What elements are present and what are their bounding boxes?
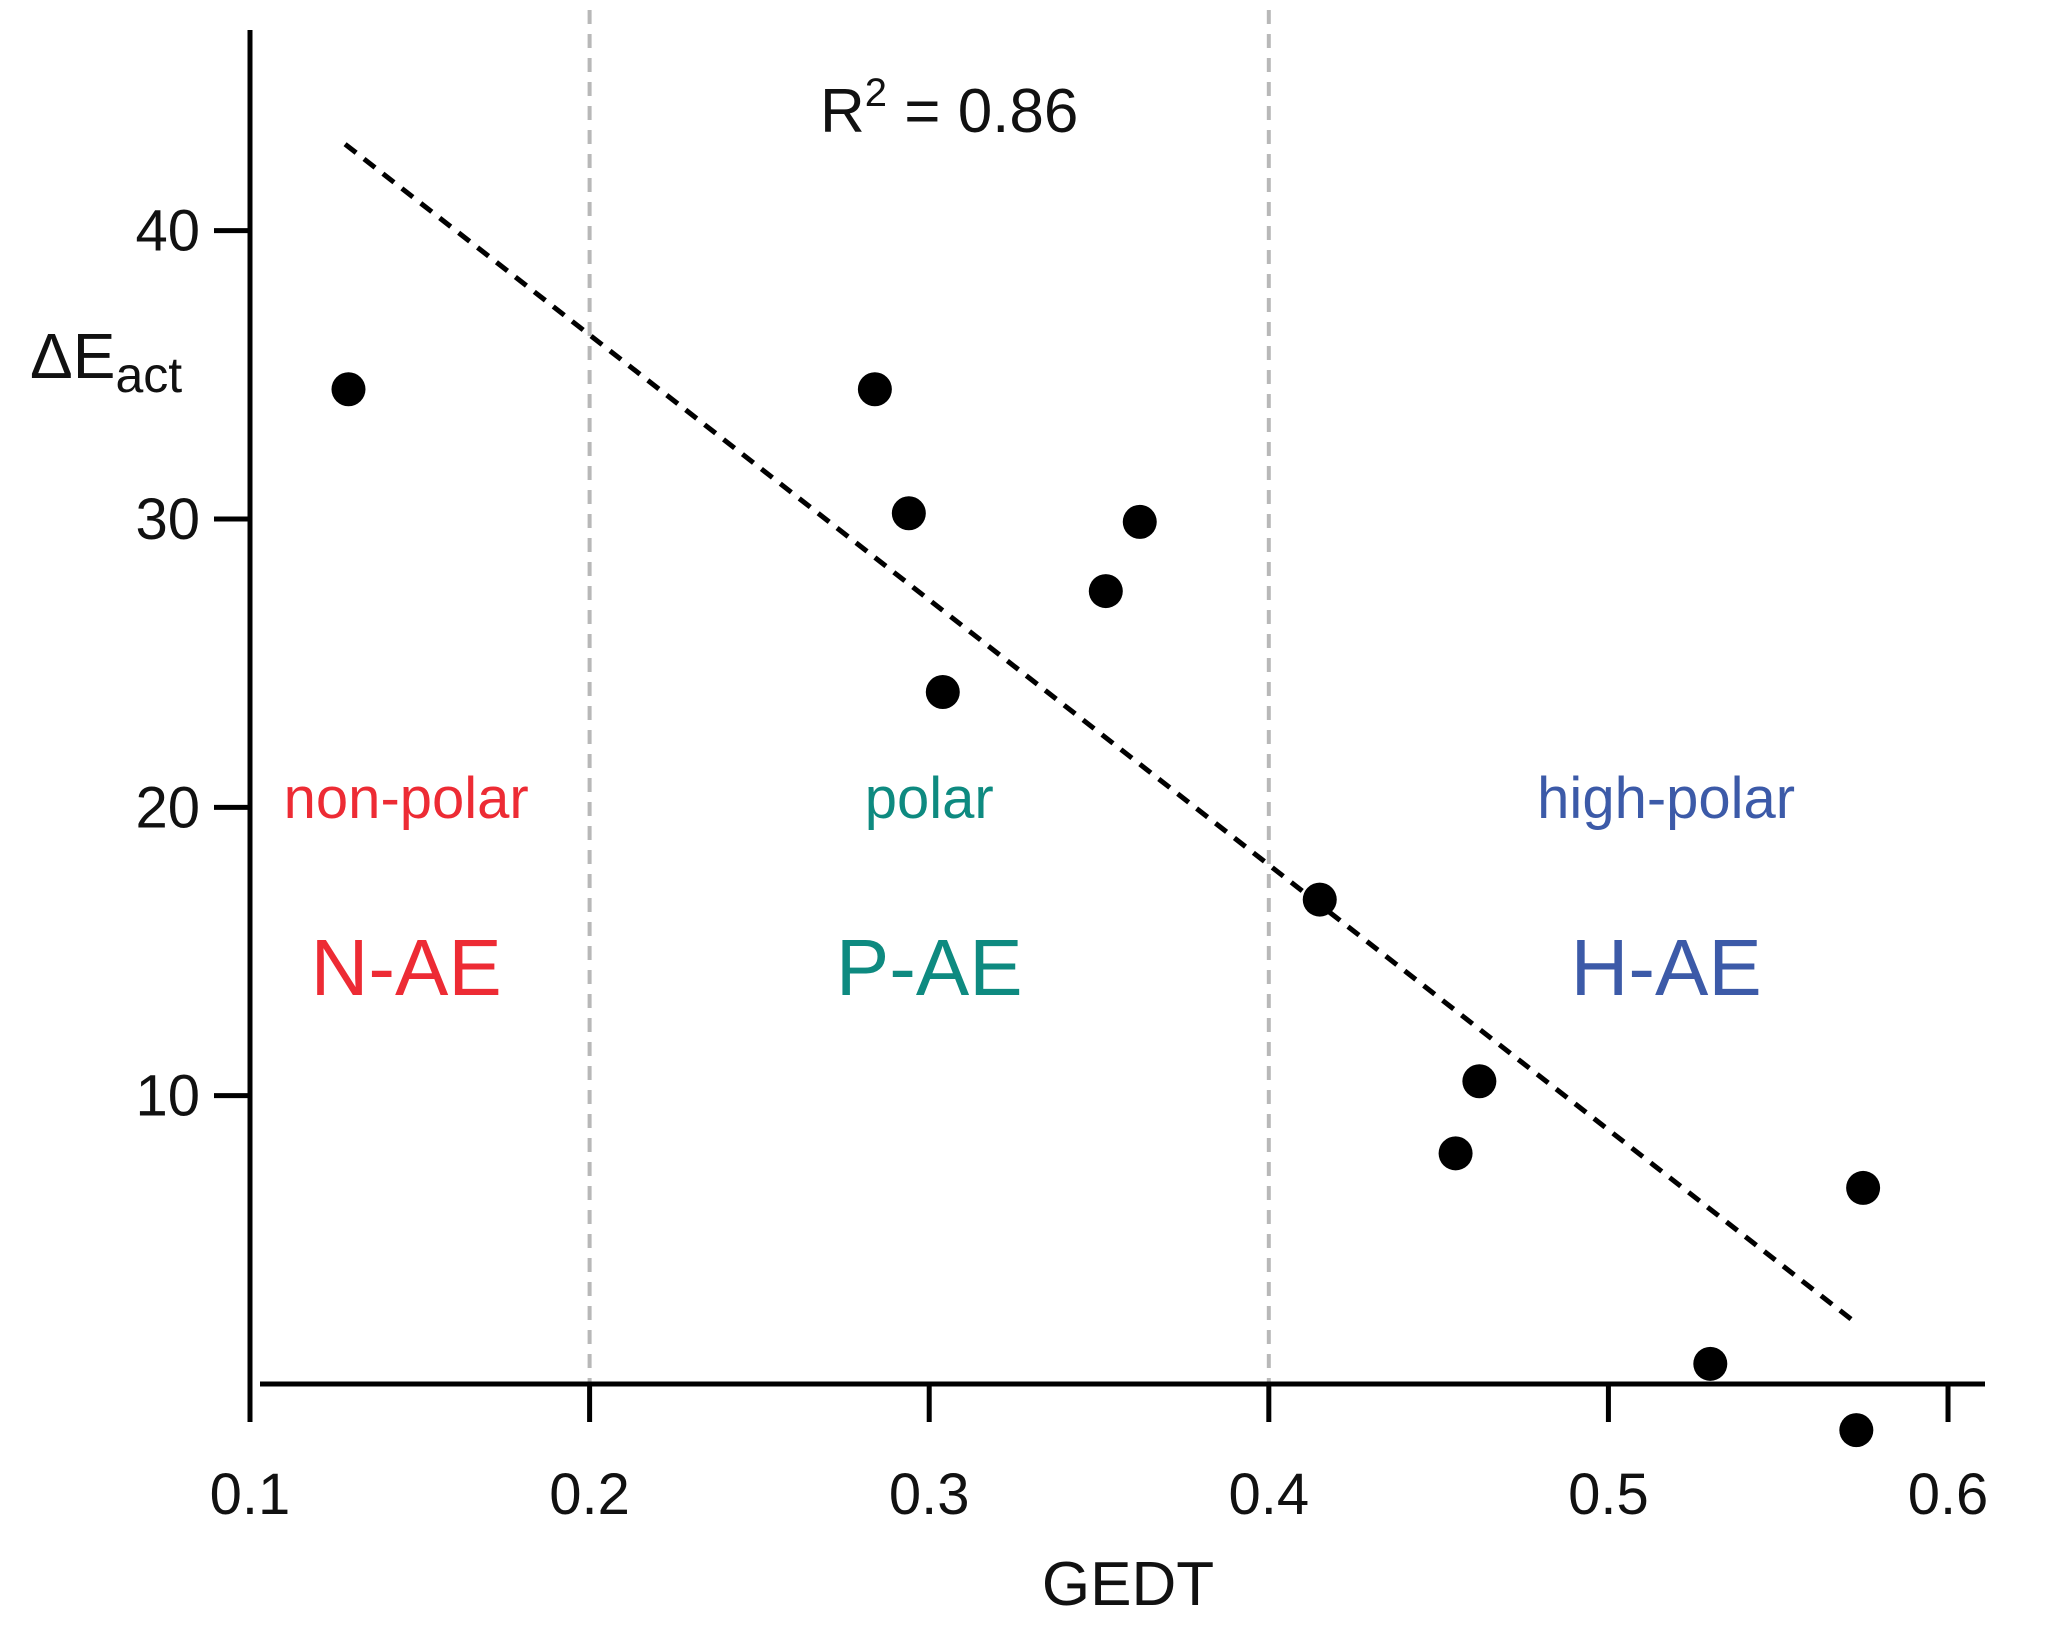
region-name-label: high-polar	[1537, 766, 1795, 831]
y-tick-label: 40	[135, 199, 200, 264]
x-tick-label: 0.2	[549, 1462, 630, 1527]
y-axis-title-subscript: act	[115, 347, 182, 403]
data-point	[891, 496, 926, 531]
region-boundaries	[587, 10, 1271, 1384]
region-code-label: N-AE	[311, 923, 502, 1012]
region-labels: non-polar N-AE polar P-AE high-polar H-AE	[284, 766, 1795, 1012]
region-code-label: P-AE	[836, 923, 1023, 1012]
x-axis-title: GEDT	[1042, 1550, 1214, 1619]
data-point	[1088, 574, 1123, 609]
data-point	[1122, 504, 1157, 539]
r-squared-exponent: 2	[865, 71, 887, 115]
x-tick-label: 0.1	[210, 1462, 291, 1527]
data-point	[1462, 1064, 1497, 1099]
y-axis-title-symbol: ΔE	[30, 320, 115, 392]
y-tick-label: 10	[135, 1064, 200, 1129]
axes: 10 20 30 40 0.1 0.2 0.3 0.4 0.5 0.6 GEDT ΔEact	[30, 30, 1988, 1619]
data-point	[331, 372, 366, 407]
y-tick-label: 30	[135, 487, 200, 552]
region-name-label: non-polar	[284, 766, 529, 831]
data-point	[1438, 1136, 1473, 1171]
r-squared-label: R2 = 0.86	[820, 71, 1078, 146]
fit-line	[343, 142, 1855, 1323]
fit-line-group	[343, 142, 1855, 1323]
r-squared-base: R	[820, 77, 865, 146]
data-point	[857, 372, 892, 407]
annotations: R2 = 0.86	[820, 71, 1078, 146]
data-point	[925, 675, 960, 709]
y-tick-label: 20	[135, 775, 200, 840]
data-point	[1302, 882, 1337, 917]
y-axis-title: ΔEact	[30, 320, 182, 403]
data-point	[1693, 1346, 1728, 1381]
data-point	[1846, 1170, 1881, 1205]
r-squared-value: = 0.86	[887, 77, 1078, 146]
region-name-label: polar	[865, 766, 994, 831]
region-code-label: H-AE	[1571, 923, 1762, 1012]
x-tick-label: 0.5	[1568, 1462, 1649, 1527]
x-tick-label: 0.6	[1908, 1462, 1989, 1527]
data-points	[331, 372, 1881, 1448]
x-tick-label: 0.4	[1228, 1462, 1309, 1527]
data-point	[1839, 1413, 1874, 1448]
x-tick-label: 0.3	[889, 1462, 970, 1527]
